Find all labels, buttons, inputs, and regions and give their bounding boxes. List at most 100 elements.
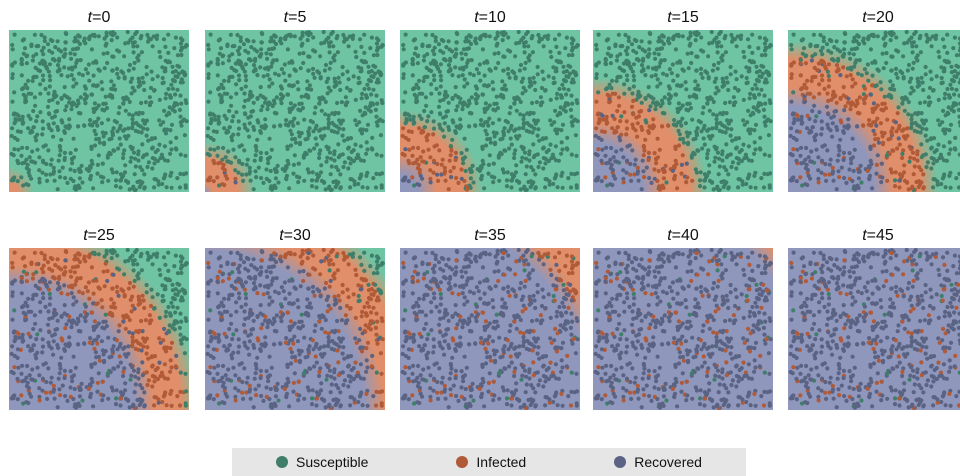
susceptible-agent [553,108,558,113]
susceptible-agent [654,47,659,52]
susceptible-agent [222,113,227,118]
infected-agent [442,169,448,174]
susceptible-agent [83,67,88,72]
susceptible-agent [706,134,712,139]
susceptible-agent [104,248,109,253]
susceptible-agent [941,144,946,149]
susceptible-agent [312,75,317,80]
susceptible-agent [346,145,351,150]
susceptible-agent [450,137,455,142]
recovered-agent [242,309,247,314]
susceptible-agent [365,147,370,152]
recovered-agent [20,363,25,368]
susceptible-agent [276,73,281,78]
susceptible-agent [217,120,222,125]
susceptible-agent [667,86,672,91]
recovered-agent [34,356,39,361]
susceptible-agent [413,46,419,51]
susceptible-agent [172,109,177,114]
susceptible-agent [870,73,875,78]
susceptible-agent [702,142,707,147]
recovered-agent [115,347,120,352]
susceptible-agent [92,101,97,106]
recovered-agent [305,297,310,302]
infected-agent [177,403,183,408]
infected-agent [846,100,851,105]
susceptible-agent [624,58,629,63]
susceptible-agent [63,124,68,129]
susceptible-agent [548,49,553,54]
susceptible-agent [491,130,496,135]
susceptible-agent [184,119,189,124]
susceptible-agent [500,79,505,84]
susceptible-agent [894,71,899,76]
infected-agent [335,348,340,353]
susceptible-agent [173,35,178,40]
susceptible-agent [909,41,915,46]
infected-agent [218,160,223,165]
recovered-agent [326,294,331,299]
susceptible-agent [52,114,58,119]
susceptible-agent [425,44,430,49]
susceptible-agent [21,183,26,188]
infected-agent [917,165,922,170]
susceptible-agent [132,88,137,93]
susceptible-agent [551,65,556,70]
susceptible-agent [906,112,911,117]
susceptible-agent [105,60,110,66]
susceptible-agent [180,264,185,269]
susceptible-agent [109,167,114,172]
susceptible-agent [574,153,579,158]
susceptible-agent [40,58,45,63]
susceptible-agent [234,82,239,87]
susceptible-agent [27,155,32,160]
susceptible-agent [266,47,271,52]
infected-agent [622,110,627,115]
susceptible-agent [178,114,183,119]
susceptible-agent [643,118,648,123]
susceptible-agent [141,118,146,123]
infected-agent [890,148,895,153]
recovered-agent [78,387,83,392]
susceptible-agent [57,153,62,158]
susceptible-agent [677,132,682,137]
susceptible-agent [552,176,557,181]
susceptible-agent [309,396,315,401]
infected-agent [51,383,56,388]
recovered-agent [814,147,819,152]
infected-agent [41,270,46,275]
susceptible-agent [161,80,166,85]
susceptible-agent [21,401,26,406]
recovered-agent [239,304,244,309]
infected-agent [32,250,37,255]
susceptible-agent [272,124,277,129]
susceptible-agent [431,58,436,63]
susceptible-agent [336,168,341,173]
infected-agent [66,284,72,289]
susceptible-agent [240,161,245,167]
susceptible-agent [236,126,242,131]
susceptible-agent [375,101,380,106]
recovered-agent [27,373,32,378]
susceptible-agent [130,253,135,258]
susceptible-agent [923,72,928,77]
susceptible-agent [931,161,936,166]
infected-agent [410,175,415,180]
susceptible-agent [350,254,355,259]
recovered-agent [15,397,20,402]
susceptible-agent [423,95,428,100]
recovered-agent [136,376,141,381]
susceptible-agent [207,112,212,117]
recovered-agent [613,159,618,164]
susceptible-agent [247,134,252,139]
recovered-agent [600,147,605,152]
susceptible-agent [918,130,923,135]
susceptible-agent [161,37,167,42]
susceptible-agent [362,32,367,37]
susceptible-agent [117,105,122,110]
susceptible-agent [310,66,316,71]
infected-agent [145,382,150,388]
susceptible-agent [713,155,718,160]
infected-agent [353,360,358,365]
susceptible-agent [19,175,24,180]
